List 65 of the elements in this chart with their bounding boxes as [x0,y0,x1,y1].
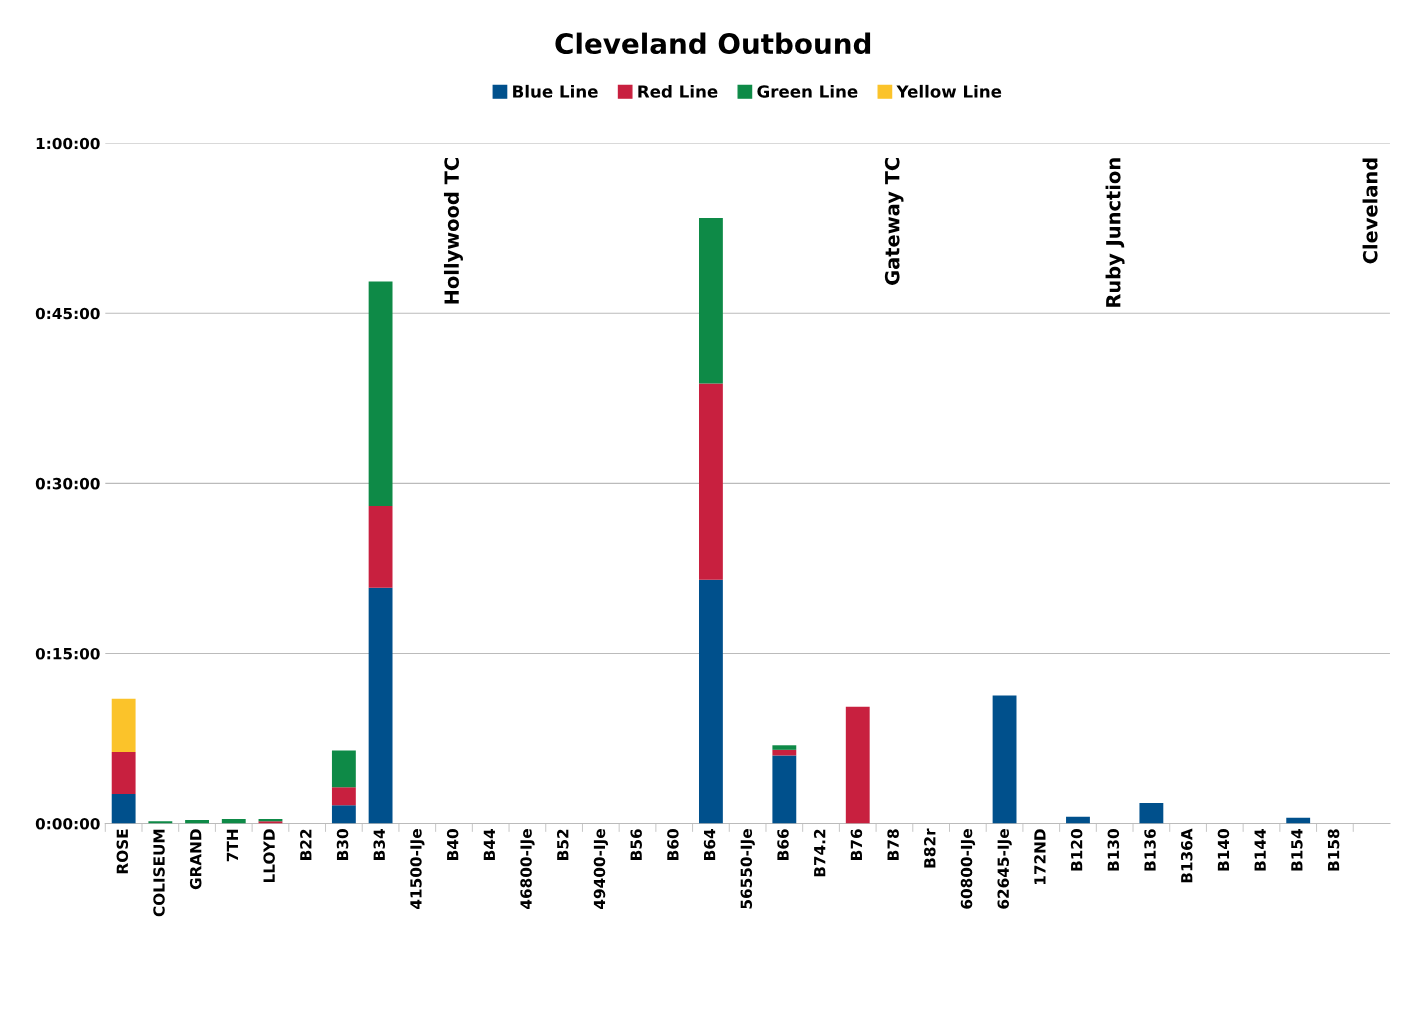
legend-label: Blue Line [513,84,598,98]
x-tick-label: 49400-IJe [593,829,609,909]
x-tick-label: B34 [373,829,386,860]
bar [331,787,356,806]
x-tick-label: B74.2 [813,829,826,877]
x-tick-label: B30 [336,829,349,860]
x-tick-label: B136A [1180,828,1193,883]
annotation: Cleveland [1362,158,1378,264]
bar [992,695,1017,824]
y-tick-label: 0:00:00 [35,817,100,830]
bar [331,750,356,788]
x-tick-label: GRAND [189,829,202,890]
bar [772,755,797,824]
x-tick-label: 56550-IJe [740,829,755,909]
x-tick-label: ROSE [116,829,129,874]
bar [368,506,393,588]
x-tick-label: B136 [1144,829,1156,871]
x-tick-label: B22 [300,829,312,860]
bar [368,281,393,507]
x-tick-label: 7TH [226,829,238,862]
x-tick-label: B52 [556,829,569,860]
x-tick-label: B78 [887,829,899,860]
bar [368,587,393,824]
x-tick-label: B158 [1327,829,1340,871]
legend-label: Green Line [757,84,858,98]
x-tick-label: 60800-IJe [960,829,976,909]
y-tick-label: 0:45:00 [35,307,100,320]
x-tick-label: B144 [1254,829,1266,871]
bar [699,579,723,824]
x-tick-label: B56 [630,829,642,860]
legend-label: Red Line [638,84,718,98]
chart-title: Cleveland Outbound [555,32,871,55]
x-tick-label: 41500-IJe [410,829,425,909]
bar [699,383,723,580]
x-tick-label: COLISEUM [153,829,165,917]
bar [699,218,723,384]
x-tick-label: B130 [1107,829,1120,871]
x-tick-label: 62645-IJe [997,829,1012,909]
x-tick-label: B140 [1217,829,1230,871]
x-tick-label: B60 [667,829,679,860]
x-tick-label: B82r [924,828,936,868]
x-tick-label: B64 [703,829,716,860]
x-tick-label: B40 [446,829,459,860]
x-tick-label: B76 [850,829,863,860]
bar [111,698,136,753]
x-tick-label: 172ND [1034,829,1046,885]
bar [772,745,797,750]
bar [111,752,136,795]
x-tick-label: LLOYD [263,829,275,883]
legend-label: Yellow Line [896,84,1002,98]
x-tick-label: 46800-IJe [520,829,535,909]
annotation: Hollywood TC [443,158,463,304]
x-tick-label: B66 [777,829,789,860]
bar [845,706,870,824]
y-tick-label: 0:30:00 [35,477,100,490]
x-tick-label: B154 [1291,829,1303,871]
bar [111,794,136,824]
bar [1139,803,1164,824]
bar [331,805,356,824]
annotation: Gateway TC [884,158,904,285]
annotation: Ruby Junction [1105,158,1125,307]
x-tick-label: B44 [483,829,495,860]
y-tick-label: 0:15:00 [35,647,100,660]
y-tick-label: 1:00:00 [36,137,100,150]
x-tick-label: B120 [1070,829,1083,871]
